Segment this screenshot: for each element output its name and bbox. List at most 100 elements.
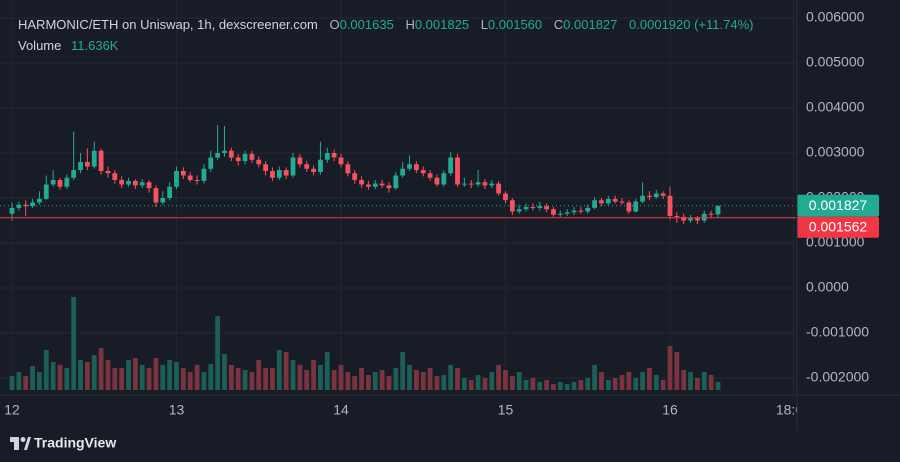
candle-body — [43, 184, 49, 199]
candle-body — [448, 157, 454, 174]
candle-body — [434, 177, 440, 185]
volume-bar — [235, 368, 241, 390]
volume-bar — [270, 368, 275, 390]
candle-body — [427, 173, 433, 178]
candle-body — [441, 173, 447, 185]
volume-bar — [50, 362, 56, 390]
candle-body — [674, 215, 680, 217]
volume-bar — [64, 368, 70, 390]
candle-body — [304, 164, 310, 169]
candle-body — [249, 153, 255, 160]
candle-body — [84, 161, 90, 167]
candle-body — [393, 175, 399, 189]
candle-body — [708, 213, 714, 215]
volume-bar — [139, 364, 145, 390]
candle-body — [105, 170, 111, 174]
volume-bar — [78, 360, 83, 390]
candle-body — [592, 200, 597, 208]
candle-body — [701, 213, 707, 221]
candle-body — [37, 198, 42, 203]
candle-body — [139, 182, 145, 186]
candle-body — [23, 204, 29, 207]
price-line-label: 0.001562 — [809, 218, 868, 234]
candle-body — [400, 168, 406, 176]
volume-bar — [91, 354, 97, 390]
candle-body — [695, 218, 700, 221]
candle-body — [489, 183, 495, 186]
volume-bar — [585, 378, 591, 390]
candle-body — [160, 197, 166, 203]
volume-bar — [496, 364, 502, 390]
candle-body — [537, 206, 543, 208]
ohlc-key: L — [480, 17, 488, 32]
volume-bar — [468, 380, 474, 390]
volume-bar — [215, 316, 221, 390]
volume-bar — [297, 364, 303, 390]
plot-area — [0, 0, 797, 395]
candle-body — [235, 157, 241, 162]
candle-body — [660, 193, 666, 196]
ohlc-key: C — [553, 17, 564, 32]
volume-bar — [715, 381, 721, 390]
volume-bar — [564, 384, 570, 390]
volume-bar — [167, 360, 173, 390]
ohlc-value: 0.001635 — [339, 17, 394, 32]
candle-body — [201, 168, 207, 181]
x-tick-label: 18:00 — [776, 402, 811, 418]
volume-bar — [455, 368, 460, 390]
candle-body — [503, 193, 508, 201]
volume-bar — [599, 372, 604, 390]
volume-bar — [338, 364, 344, 390]
volume-bar — [448, 364, 454, 390]
ohlc-key: H — [405, 17, 415, 32]
candle-body — [407, 164, 412, 169]
volume-bar — [386, 376, 392, 390]
candle-body — [571, 210, 577, 213]
volume-bar — [674, 352, 680, 390]
brand-name: TradingView — [34, 435, 116, 451]
volume-bar — [701, 372, 707, 390]
candle-body — [228, 150, 234, 158]
candle-body — [475, 182, 481, 185]
volume-bar — [283, 352, 289, 390]
volume-bar — [509, 376, 515, 390]
candle-body — [276, 170, 282, 178]
candle-body — [468, 183, 474, 185]
candle-body — [359, 179, 364, 185]
volume-bar — [688, 372, 693, 390]
candle-body — [174, 170, 179, 187]
volume-bar — [571, 382, 577, 390]
volume-bar — [174, 362, 179, 390]
y-tick-label: -0.002000 — [806, 369, 869, 385]
volume-bar — [331, 370, 337, 390]
volume-bar — [427, 368, 433, 390]
volume-bar — [530, 378, 536, 390]
candle-body — [599, 200, 604, 204]
volume-bar — [626, 372, 632, 390]
volume-bar — [372, 372, 378, 390]
volume-bar — [249, 372, 255, 390]
volume-bar — [695, 378, 700, 390]
candle-body — [263, 164, 268, 171]
volume-bar — [194, 364, 200, 390]
candle-body — [612, 198, 618, 202]
volume-bar — [105, 360, 111, 390]
ohlc-value: 0.001560 — [487, 17, 543, 32]
volume-label: Volume — [18, 38, 62, 53]
x-tick-label: 13 — [169, 402, 185, 418]
volume-bar — [146, 368, 152, 390]
candle-body — [496, 183, 502, 194]
y-tick-label: 0.004000 — [806, 99, 865, 115]
candle-body — [78, 161, 83, 171]
volume-bar — [441, 374, 447, 390]
volume-bar — [180, 368, 186, 390]
volume-bar — [290, 360, 296, 390]
brand-logo — [10, 437, 31, 450]
candle-body — [16, 204, 22, 208]
volume-bar — [57, 364, 63, 390]
candle-body — [30, 202, 35, 207]
candle-body — [352, 173, 358, 180]
volume-bar — [537, 382, 543, 390]
y-tick-label: -0.001000 — [806, 324, 869, 340]
